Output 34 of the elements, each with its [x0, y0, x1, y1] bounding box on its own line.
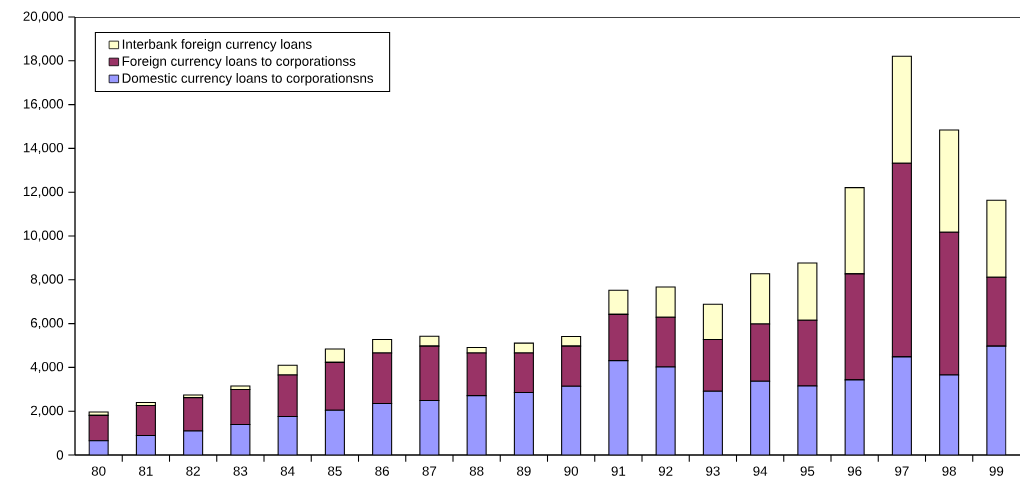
- y-tick-label: 8,000: [30, 274, 64, 286]
- x-tick-label: 83: [233, 466, 248, 476]
- x-tick-label: 95: [800, 466, 815, 476]
- x-tick-label: 87: [422, 466, 437, 476]
- x-tick-label: 85: [328, 466, 342, 476]
- y-tick-label: 14,000: [23, 142, 64, 154]
- x-tick-label: 86: [375, 466, 389, 476]
- x-tick-label: 96: [847, 466, 862, 476]
- y-tick-label: 12,000: [23, 186, 64, 198]
- x-tick-label: 89: [517, 466, 531, 476]
- y-tick-label: 20,000: [23, 11, 64, 23]
- legend-label: Interbank foreign currency loans: [122, 39, 312, 52]
- x-tick-label: 94: [753, 466, 768, 476]
- x-tick-label: 93: [706, 466, 720, 476]
- x-tick-label: 84: [280, 466, 295, 476]
- x-tick-label: 99: [989, 466, 1004, 476]
- x-tick-label: 97: [895, 466, 909, 476]
- y-tick-label: 10,000: [23, 230, 64, 242]
- x-tick-label: 92: [658, 466, 673, 476]
- y-tick-label: 18,000: [23, 55, 64, 67]
- legend-label: Domestic currency loans to corporationsns: [122, 73, 374, 86]
- x-tick-label: 90: [564, 466, 579, 476]
- x-tick-label: 80: [91, 466, 106, 476]
- x-tick-label: 82: [186, 466, 200, 476]
- y-tick-label: 2,000: [30, 405, 64, 417]
- y-tick-label: 4,000: [30, 361, 64, 373]
- x-tick-label: 98: [942, 466, 956, 476]
- legend-label: Foreign currency loans to corporationss: [122, 56, 356, 69]
- y-tick-label: 16,000: [23, 99, 64, 111]
- x-tick-label: 91: [611, 466, 626, 476]
- x-tick-label: 81: [139, 466, 153, 476]
- x-tick-label: 88: [469, 466, 484, 476]
- y-tick-label: 6,000: [30, 318, 64, 330]
- y-tick-label: 0: [56, 450, 64, 460]
